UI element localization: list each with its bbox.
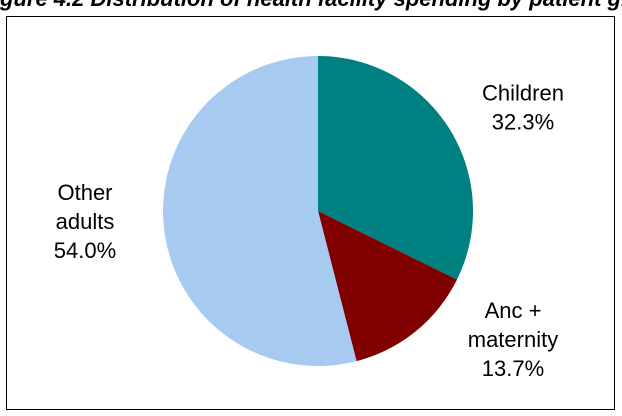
pie-slice-children bbox=[318, 56, 474, 280]
pie-slice-other-adults bbox=[163, 56, 357, 366]
figure-caption: gure 4.2 Distribution of health facility… bbox=[0, 0, 622, 16]
slice-label-line: Anc + bbox=[485, 298, 542, 323]
slice-label-line: adults bbox=[56, 209, 115, 234]
slice-label-line: 13.7% bbox=[482, 356, 544, 381]
slice-label-other-adults: Other adults 54.0% bbox=[54, 180, 116, 263]
pie-labels: Children 32.3% Anc + maternity 13.7% Other adu… bbox=[54, 81, 564, 382]
slice-label-line: maternity bbox=[468, 327, 558, 352]
pie-slice-anc-maternity bbox=[318, 211, 457, 362]
slice-label-line: Children bbox=[482, 81, 564, 106]
slice-label-children: Children 32.3% bbox=[482, 81, 564, 135]
slice-label-line: 54.0% bbox=[54, 238, 116, 263]
pie-slices bbox=[163, 56, 474, 366]
slice-label-line: Other bbox=[57, 180, 112, 205]
slice-label-line: 32.3% bbox=[492, 110, 554, 135]
slice-label-anc-maternity: Anc + maternity 13.7% bbox=[468, 298, 558, 381]
